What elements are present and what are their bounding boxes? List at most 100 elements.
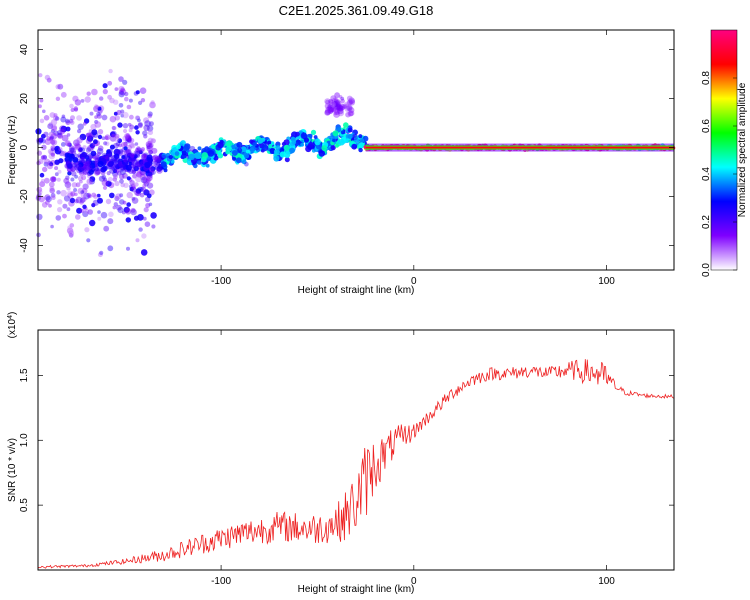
spectrogram-point bbox=[118, 143, 123, 148]
spectrogram-point bbox=[94, 169, 100, 176]
spectrogram-point bbox=[89, 176, 96, 183]
spectrogram-point bbox=[136, 146, 141, 151]
spectrogram-point bbox=[45, 200, 50, 205]
spectrogram-point bbox=[142, 177, 149, 185]
snr-series-line bbox=[37, 359, 675, 569]
spectrogram-point bbox=[41, 139, 46, 144]
spectrogram-point bbox=[88, 155, 93, 160]
spectrogram-point bbox=[151, 147, 158, 154]
spectrogram-point bbox=[44, 194, 51, 201]
spectrogram-point bbox=[91, 203, 96, 208]
spectrogram-point bbox=[144, 162, 151, 169]
spectrogram-point bbox=[359, 138, 365, 143]
spectrogram-point bbox=[77, 165, 85, 172]
spectrogram-point bbox=[344, 106, 351, 112]
spectrogram-point bbox=[49, 136, 54, 141]
spectrogram-point bbox=[267, 140, 272, 145]
spectrogram-point bbox=[42, 166, 48, 173]
spectrogram-point bbox=[333, 106, 338, 111]
spectrogram-point bbox=[54, 145, 61, 152]
spectrogram-point bbox=[132, 173, 137, 179]
spectrogram-point bbox=[123, 146, 128, 151]
spectrogram-point bbox=[125, 164, 132, 171]
spectrogram-point bbox=[138, 227, 143, 232]
spectrogram-point bbox=[66, 153, 72, 158]
spectrogram-point bbox=[49, 136, 53, 141]
x-tick-label: 100 bbox=[598, 576, 615, 587]
spectrogram-point bbox=[101, 179, 109, 187]
spectrogram-point bbox=[346, 104, 353, 112]
spectrogram-point bbox=[97, 145, 104, 151]
spectrogram-point bbox=[87, 194, 92, 199]
spectrogram-point bbox=[129, 124, 135, 130]
spectrogram-point bbox=[334, 98, 341, 105]
spectrogram-point bbox=[69, 120, 75, 125]
spectrogram-point bbox=[73, 139, 80, 147]
spectrogram-point bbox=[225, 145, 232, 152]
spectrogram-point bbox=[145, 203, 151, 208]
spectrogram-point bbox=[154, 156, 161, 163]
spectrogram-point bbox=[128, 161, 133, 166]
spectrogram-point bbox=[135, 115, 141, 121]
spectrogram-point bbox=[142, 130, 148, 136]
spectrogram-point bbox=[50, 176, 57, 183]
spectrogram-point bbox=[106, 171, 111, 176]
spectrogram-point bbox=[144, 221, 151, 227]
spectrogram-point bbox=[38, 137, 44, 143]
spectrogram-point bbox=[49, 176, 56, 183]
spectrogram-point bbox=[128, 98, 133, 103]
spectrogram-point bbox=[74, 99, 82, 106]
spectrogram-point bbox=[120, 149, 125, 155]
spectrogram-point bbox=[66, 133, 71, 137]
spectrogram-point bbox=[232, 150, 238, 156]
spectrogram-point bbox=[120, 109, 125, 114]
spectrogram-point bbox=[104, 134, 111, 141]
spectrogram-point bbox=[67, 225, 72, 231]
spectrogram-point bbox=[133, 150, 138, 155]
spectrogram-point bbox=[115, 193, 122, 200]
spectrogram-point bbox=[133, 154, 138, 159]
spectrogram-point bbox=[334, 107, 341, 114]
spectrogram-point bbox=[102, 89, 108, 95]
spectrogram-point bbox=[50, 129, 55, 133]
spectrogram-point bbox=[84, 227, 90, 233]
colorbar-ticks: 0.0 0.2 0.4 0.6 0.8 bbox=[701, 71, 737, 277]
spectrogram-point bbox=[150, 166, 156, 172]
spectrogram-point bbox=[70, 147, 77, 154]
spectrogram-point bbox=[124, 91, 129, 97]
spectrogram-point bbox=[84, 96, 91, 103]
spectrogram-point bbox=[342, 103, 347, 109]
spectrogram-point bbox=[62, 203, 68, 209]
spectrogram-point bbox=[235, 157, 242, 164]
spectrogram-point bbox=[70, 115, 75, 121]
spectrogram-point bbox=[50, 152, 56, 157]
spectrogram-point bbox=[87, 209, 93, 215]
spectrogram-point bbox=[129, 186, 134, 192]
spectrogram-point bbox=[136, 161, 143, 168]
spectrogram-point bbox=[330, 145, 336, 151]
spectrogram-point bbox=[79, 200, 84, 205]
spectrogram-point bbox=[348, 107, 355, 114]
spectrogram-point bbox=[99, 250, 104, 255]
spectrogram-point bbox=[48, 131, 55, 137]
spectrogram-point bbox=[96, 113, 102, 119]
spectrogram-point bbox=[39, 172, 45, 178]
spectrogram-point bbox=[36, 213, 43, 221]
spectrogram-point bbox=[145, 141, 152, 148]
spectrogram-point bbox=[249, 146, 256, 153]
spectrogram-point bbox=[50, 147, 55, 152]
spectrogram-point bbox=[123, 182, 129, 188]
spectrogram-point bbox=[156, 158, 162, 164]
spectrogram-point bbox=[101, 136, 106, 140]
spectrogram-point bbox=[131, 186, 137, 193]
spectrogram-point bbox=[94, 119, 99, 125]
spectrogram-point bbox=[66, 186, 71, 191]
spectrogram-point bbox=[40, 178, 45, 183]
spectrogram-point bbox=[64, 181, 72, 188]
spectrogram-point bbox=[55, 96, 61, 102]
spectrogram-point bbox=[107, 245, 114, 252]
spectrogram-point bbox=[105, 180, 112, 187]
spectrogram-point bbox=[124, 135, 129, 139]
spectrogram-point bbox=[154, 165, 160, 171]
spectrogram-point bbox=[81, 157, 85, 161]
